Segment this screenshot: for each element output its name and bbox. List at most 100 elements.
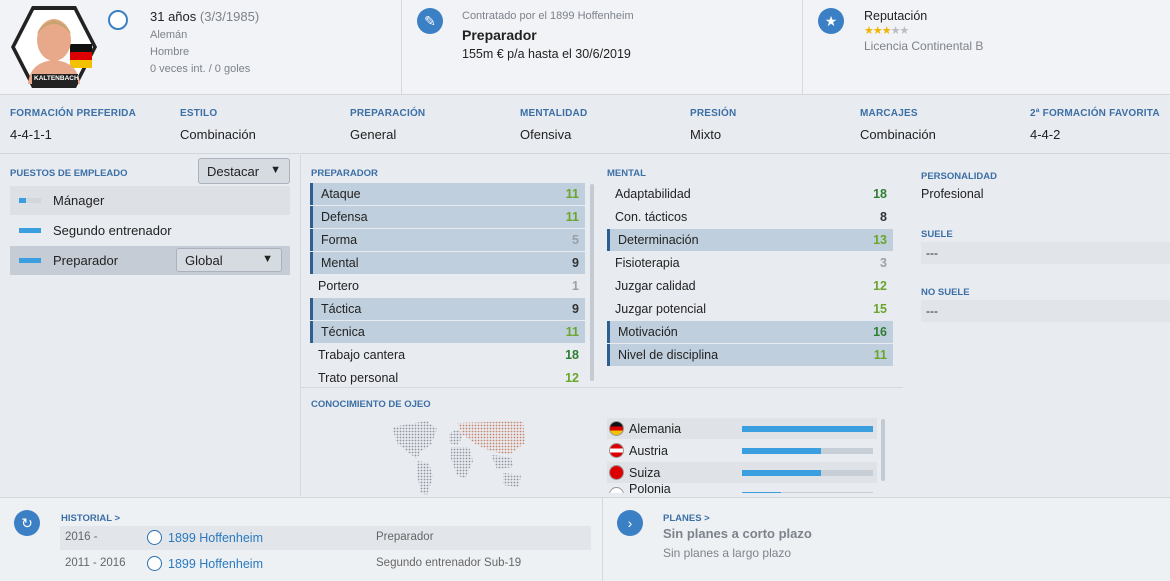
knowledge-bar [742, 448, 873, 454]
preparador-scrollbar[interactable] [590, 184, 594, 381]
role-dropdown[interactable]: Global ▼ [176, 248, 282, 272]
tactic-label: MARCAJES [860, 108, 918, 119]
flag-icon [609, 465, 624, 480]
history-years: 2016 - [65, 531, 98, 543]
short-term-plans: Sin planes a corto plazo [663, 526, 812, 541]
star-icon: ★ [818, 8, 844, 34]
attribute-value: 1 [572, 279, 579, 293]
club-crest-icon [147, 556, 162, 571]
chevron-down-icon: ▼ [270, 164, 281, 176]
tactic-label: ESTILO [180, 108, 218, 119]
history-years: 2011 - 2016 [65, 557, 126, 569]
reputation-label: Reputación [864, 9, 928, 23]
suele-header: SUELE [921, 229, 953, 240]
scouting-header: CONOCIMIENTO DE OJEO [311, 399, 431, 410]
world-map [387, 415, 527, 497]
star-icon: ★ [872, 25, 883, 37]
personality-value: Profesional [921, 187, 984, 201]
attribute-value: 11 [565, 325, 579, 339]
attribute-row: Portero 1 [310, 275, 585, 297]
history-link[interactable]: HISTORIAL > [61, 513, 121, 524]
attribute-value: 3 [880, 256, 887, 270]
history-club-link[interactable]: 1899 Hoffenheim [168, 557, 263, 571]
attribute-name: Nivel de disciplina [618, 348, 719, 362]
nation-name: Alemania [629, 421, 682, 436]
nation-row[interactable]: Austria [607, 440, 877, 461]
name-plate: KALTENBACH [34, 75, 79, 82]
nationality: Alemán [150, 29, 188, 41]
attribute-name: Fisioterapia [615, 256, 680, 270]
attribute-name: Forma [321, 233, 358, 247]
long-term-plans: Sin planes a largo plazo [663, 546, 792, 560]
role-label: Preparador [53, 253, 119, 268]
attribute-row: Juzgar calidad 12 [607, 275, 893, 297]
role-label: Mánager [53, 193, 105, 208]
attribute-row: Con. tácticos 8 [607, 206, 893, 228]
nations-scrollbar[interactable] [881, 419, 885, 481]
attribute-row: Adaptabilidad 18 [607, 183, 893, 205]
tactic-label: FORMACIÓN PREFERIDA [10, 108, 137, 119]
attribute-value: 18 [565, 348, 579, 362]
attribute-name: Portero [318, 279, 359, 293]
history-club-link[interactable]: 1899 Hoffenheim [168, 531, 263, 545]
attribute-value: 11 [565, 187, 579, 201]
attribute-value: 15 [873, 302, 887, 316]
history-row [60, 526, 591, 550]
age-text: 31 años (3/3/1985) [150, 9, 260, 24]
no-suele-value: --- [921, 300, 1170, 322]
history-role: Segundo entrenador Sub-19 [376, 557, 522, 569]
knowledge-bar [742, 470, 873, 476]
tactic-value: General [350, 127, 397, 142]
attribute-value: 8 [880, 210, 887, 224]
gender: Hombre [150, 46, 190, 58]
tactic-label: PRESIÓN [690, 108, 737, 119]
footer: ↻ HISTORIAL > 2016 - 1899 Hoffenheim Prepa… [0, 497, 1170, 581]
nation-row[interactable]: Polonia [607, 484, 877, 493]
attribute-name: Determinación [618, 233, 699, 247]
attribute-name: Táctica [321, 302, 362, 316]
attribute-value: 11 [873, 348, 887, 362]
star-icon: ★ [890, 25, 901, 37]
tactic-label: 2ª FORMACIÓN FAVORITA [1030, 108, 1160, 119]
plans-link[interactable]: PLANES > [663, 513, 710, 524]
attribute-name: Trato personal [318, 371, 399, 385]
no-suele-header: NO SUELE [921, 287, 970, 298]
attribute-value: 13 [873, 233, 887, 247]
star-icon: ★ [899, 25, 910, 37]
attribute-row: Motivación 16 [607, 321, 893, 343]
attribute-value: 9 [572, 256, 579, 270]
attribute-row: Defensa 11 [310, 206, 585, 228]
role-row[interactable]: Mánager [10, 186, 290, 215]
roles-panel: PUESTOS DE EMPLEADO Destacar ▼ Mánager Seg… [0, 155, 300, 496]
role-row[interactable]: Preparador Global ▼ [10, 246, 290, 275]
attribute-value: 12 [565, 371, 579, 385]
highlight-dropdown[interactable]: Destacar ▼ [198, 158, 290, 184]
attribute-name: Trabajo cantera [318, 348, 406, 362]
role-bar [19, 198, 41, 203]
role-bar [19, 258, 41, 263]
nation-row[interactable]: Suiza [607, 462, 877, 483]
attribute-row: Trato personal 12 [310, 367, 585, 389]
attribute-name: Adaptabilidad [615, 187, 691, 201]
tactic-value: Ofensiva [520, 127, 572, 142]
role-row[interactable]: Segundo entrenador [10, 216, 290, 245]
role-label: Segundo entrenador [53, 223, 172, 238]
attribute-name: Juzgar calidad [615, 279, 696, 293]
attribute-row: Mental 9 [310, 252, 585, 274]
attribute-row: Juzgar potencial 15 [607, 298, 893, 320]
attribute-row: Ataque 11 [310, 183, 585, 205]
attribute-name: Mental [321, 256, 359, 270]
contract-club-line: Contratado por el 1899 Hoffenheim [462, 10, 634, 22]
nation-name: Polonia [629, 484, 671, 493]
chevron-right-icon[interactable]: › [617, 510, 643, 536]
role-bar [19, 228, 41, 233]
attribute-value: 5 [572, 233, 579, 247]
history-icon: ↻ [14, 510, 40, 536]
nation-name: Austria [629, 443, 668, 458]
attribute-value: 12 [873, 279, 887, 293]
nation-row[interactable]: Alemania [607, 418, 877, 439]
tactic-value: 4-4-2 [1030, 127, 1061, 142]
attribute-value: 9 [572, 302, 579, 316]
tactic-value: Combinación [860, 127, 936, 142]
attribute-row: Táctica 9 [310, 298, 585, 320]
